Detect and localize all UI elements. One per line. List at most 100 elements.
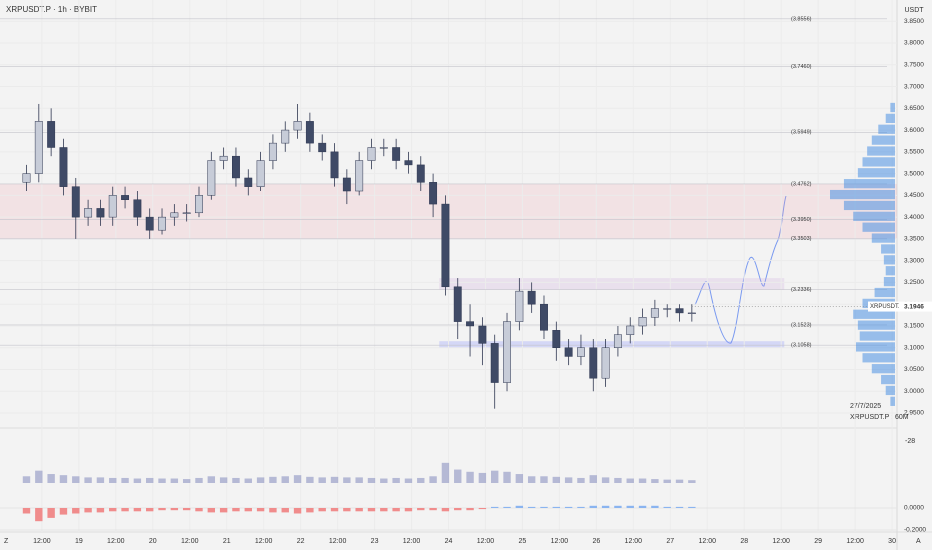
y-tick-label: 3.0000 [904, 388, 924, 395]
oscillator-bar [343, 507, 351, 512]
oscillator-bar [109, 507, 117, 512]
x-tick-label: 12:00 [181, 538, 199, 545]
y-tick-label: 3.5500 [904, 149, 924, 156]
y-tick-label: 3.6000 [904, 127, 924, 134]
volume-profile-bar [885, 266, 895, 276]
oscillator-bar [515, 505, 524, 508]
candle-body [613, 334, 622, 348]
oscillator-bar [318, 507, 326, 512]
volume-profile-bar [883, 255, 895, 265]
y-tick-label: 3.4500 [904, 192, 924, 199]
oscillator-bar [392, 507, 400, 512]
candle-body [158, 216, 166, 231]
candle-body [490, 343, 499, 383]
candle-body [330, 151, 339, 179]
y-tick-label: 3.4000 [904, 214, 924, 221]
x-tick-label: 12:00 [403, 538, 421, 545]
level-label: (3.3950) [791, 217, 812, 223]
candle-body [638, 317, 647, 327]
candle-body [478, 325, 487, 344]
y-tick-label: 3.6500 [904, 105, 924, 112]
indicator-label: -28 [905, 438, 915, 445]
oscillator-bar [158, 507, 166, 511]
volume-bar [638, 478, 647, 483]
corner-label: A [916, 538, 921, 545]
y-tick-label: 3.0500 [904, 366, 924, 373]
volume-profile-bar [853, 309, 895, 319]
x-tick-label: 20 [149, 538, 157, 545]
oscillator-bar [527, 506, 536, 508]
volume-bar [380, 478, 388, 483]
oscillator-bar [367, 507, 376, 512]
chart-title: XRPUSDT.P · 1h · BYBIT [6, 5, 97, 14]
volume-bar [552, 476, 561, 483]
candle-body [84, 208, 93, 218]
oscillator-bar [256, 507, 265, 512]
y-tick-label: 3.5000 [904, 170, 924, 177]
volume-bar [688, 480, 696, 483]
volume-bar [441, 462, 450, 483]
zone [439, 341, 785, 348]
volume-bar [195, 477, 203, 483]
level-label: (3.1058) [791, 343, 812, 349]
volume-bar [355, 477, 363, 483]
volume-profile-bar [857, 320, 895, 330]
oscillator-bar [491, 506, 499, 508]
volume-bar [219, 477, 228, 483]
y-tick-label: 3.3500 [904, 236, 924, 243]
volume-bar [72, 476, 80, 483]
volume-bar [318, 477, 326, 483]
y-tick-label: 3.8000 [904, 40, 924, 47]
oscillator-bar [466, 507, 474, 511]
volume-profile-bar [843, 200, 895, 211]
y-tick-label: 0.0000 [904, 505, 924, 512]
candle-body [71, 186, 80, 218]
volume-bar [244, 478, 252, 483]
oscillator-bar [577, 506, 585, 508]
candle-body [527, 290, 536, 305]
volume-bar [121, 477, 129, 483]
info-symbol: XRPUSDT.P : 60M [850, 414, 909, 421]
volume-bar [392, 477, 400, 483]
y-tick-label: 3.2500 [904, 279, 924, 286]
oscillator-bar [195, 507, 203, 512]
volume-bar [343, 477, 351, 483]
volume-profile-bar [874, 287, 895, 298]
candle-body [121, 195, 130, 200]
x-tick-label: 12:00 [255, 538, 273, 545]
oscillator-bar [564, 506, 573, 508]
volume-bar [404, 478, 413, 483]
volume-bar [417, 477, 425, 483]
oscillator-bar [84, 507, 92, 513]
level-label: (3.5949) [791, 130, 812, 136]
candle-body [453, 286, 462, 322]
volume-profile-bar [856, 342, 895, 352]
candle-body [219, 155, 228, 161]
candle-body [404, 160, 413, 166]
volume-bar [256, 477, 265, 483]
candle-body [675, 308, 684, 314]
volume-bar [540, 476, 548, 483]
volume-bar [96, 477, 105, 483]
candle-body [589, 347, 598, 379]
y-tick-label: 2.9500 [904, 410, 924, 417]
candle-body [318, 142, 327, 153]
level-label: (3.2336) [791, 287, 812, 293]
oscillator-bar [429, 507, 437, 511]
candle-body [577, 347, 585, 357]
x-tick-label: 19 [75, 538, 83, 545]
oscillator-bar [651, 505, 659, 508]
x-tick-label: 23 [371, 538, 379, 545]
candle-body [207, 160, 216, 196]
symbol-tag: XRPUSDT.P [870, 304, 904, 310]
candle-body [416, 164, 425, 183]
level-label: (3.8556) [791, 16, 812, 22]
volume-bar [158, 478, 166, 483]
candle-body [663, 308, 672, 310]
x-tick-label: 12:00 [477, 538, 495, 545]
level-label: (3.4762) [791, 181, 812, 187]
oscillator-bar [552, 506, 561, 508]
candle-body [59, 147, 68, 187]
